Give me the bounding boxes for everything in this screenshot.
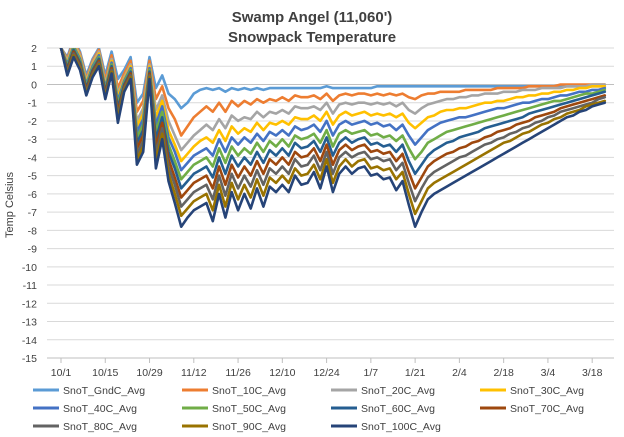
legend-label: SnoT_40C_Avg — [63, 403, 137, 415]
y-tick-label: -7 — [28, 207, 37, 219]
x-tick-label: 11/26 — [225, 367, 251, 379]
x-tick-label: 10/15 — [92, 367, 118, 379]
y-tick-label: -15 — [22, 353, 37, 365]
chart-subtitle: Snowpack Temperature — [228, 29, 396, 46]
y-tick-label: -10 — [22, 262, 37, 274]
x-tick-label: 3/4 — [541, 367, 556, 379]
y-tick-label: -12 — [22, 298, 37, 310]
x-tick-label: 10/1 — [51, 367, 72, 379]
legend-item: SnoT_70C_Avg — [480, 403, 584, 415]
legend-item: SnoT_GndC_Avg — [33, 385, 145, 397]
x-tick-label: 2/18 — [493, 367, 514, 379]
x-tick-label: 1/21 — [405, 367, 426, 379]
legend-label: SnoT_50C_Avg — [212, 403, 286, 415]
x-tick-label: 12/10 — [269, 367, 295, 379]
y-tick-label: -5 — [28, 171, 37, 183]
legend-item: SnoT_40C_Avg — [33, 403, 137, 415]
y-tick-label: 2 — [31, 43, 37, 55]
legend-label: SnoT_20C_Avg — [361, 385, 435, 397]
y-tick-label: -2 — [28, 116, 37, 128]
legend-item: SnoT_30C_Avg — [480, 385, 584, 397]
y-tick-label: -4 — [28, 152, 37, 164]
legend-label: SnoT_100C_Avg — [361, 421, 441, 433]
legend-item: SnoT_10C_Avg — [182, 385, 286, 397]
y-tick-label: -1 — [28, 98, 37, 110]
legend-item: SnoT_50C_Avg — [182, 403, 286, 415]
x-axis-ticks: 10/1 10/15 10/29 11/12 11/26 12/10 12/24 1/7 1/2… — [51, 358, 603, 379]
y-tick-label: 0 — [31, 79, 37, 91]
x-tick-label: 10/29 — [136, 367, 162, 379]
y-tick-label: -3 — [28, 134, 37, 146]
legend-label: SnoT_GndC_Avg — [63, 385, 145, 397]
x-tick-label: 11/12 — [181, 367, 207, 379]
series-line-snot-100c-avg — [59, 48, 607, 228]
legend-label: SnoT_30C_Avg — [510, 385, 584, 397]
y-axis-title: Temp Celsius — [4, 171, 16, 238]
legend-item: SnoT_80C_Avg — [33, 421, 137, 433]
legend-item: SnoT_60C_Avg — [331, 403, 435, 415]
y-tick-label: -11 — [23, 280, 38, 292]
y-tick-label: -14 — [22, 335, 37, 347]
y-axis-ticks: 2 1 0 -1 -2 -3 -4 -5 -6 -7 -8 -9 -10 -11 -12 -13 -14 -15 — [22, 43, 37, 365]
y-tick-label: 1 — [31, 61, 37, 73]
y-tick-label: -13 — [22, 317, 37, 329]
y-tick-label: -8 — [28, 225, 37, 237]
chart-title: Swamp Angel (11,060') — [232, 9, 393, 26]
legend-label: SnoT_80C_Avg — [63, 421, 137, 433]
x-tick-label: 2/4 — [452, 367, 467, 379]
y-tick-label: -9 — [28, 244, 37, 256]
legend: SnoT_GndC_Avg SnoT_10C_Avg SnoT_20C_Avg Sno… — [33, 385, 584, 433]
legend-item: SnoT_20C_Avg — [331, 385, 435, 397]
x-tick-label: 1/7 — [364, 367, 379, 379]
legend-label: SnoT_10C_Avg — [212, 385, 286, 397]
x-tick-label: 12/24 — [313, 367, 339, 379]
legend-label: SnoT_90C_Avg — [212, 421, 286, 433]
x-tick-label: 3/18 — [582, 367, 603, 379]
series-lines — [59, 48, 607, 228]
legend-item: SnoT_100C_Avg — [331, 421, 441, 433]
legend-label: SnoT_70C_Avg — [510, 403, 584, 415]
y-tick-label: -6 — [28, 189, 37, 201]
legend-item: SnoT_90C_Avg — [182, 421, 286, 433]
legend-label: SnoT_60C_Avg — [361, 403, 435, 415]
